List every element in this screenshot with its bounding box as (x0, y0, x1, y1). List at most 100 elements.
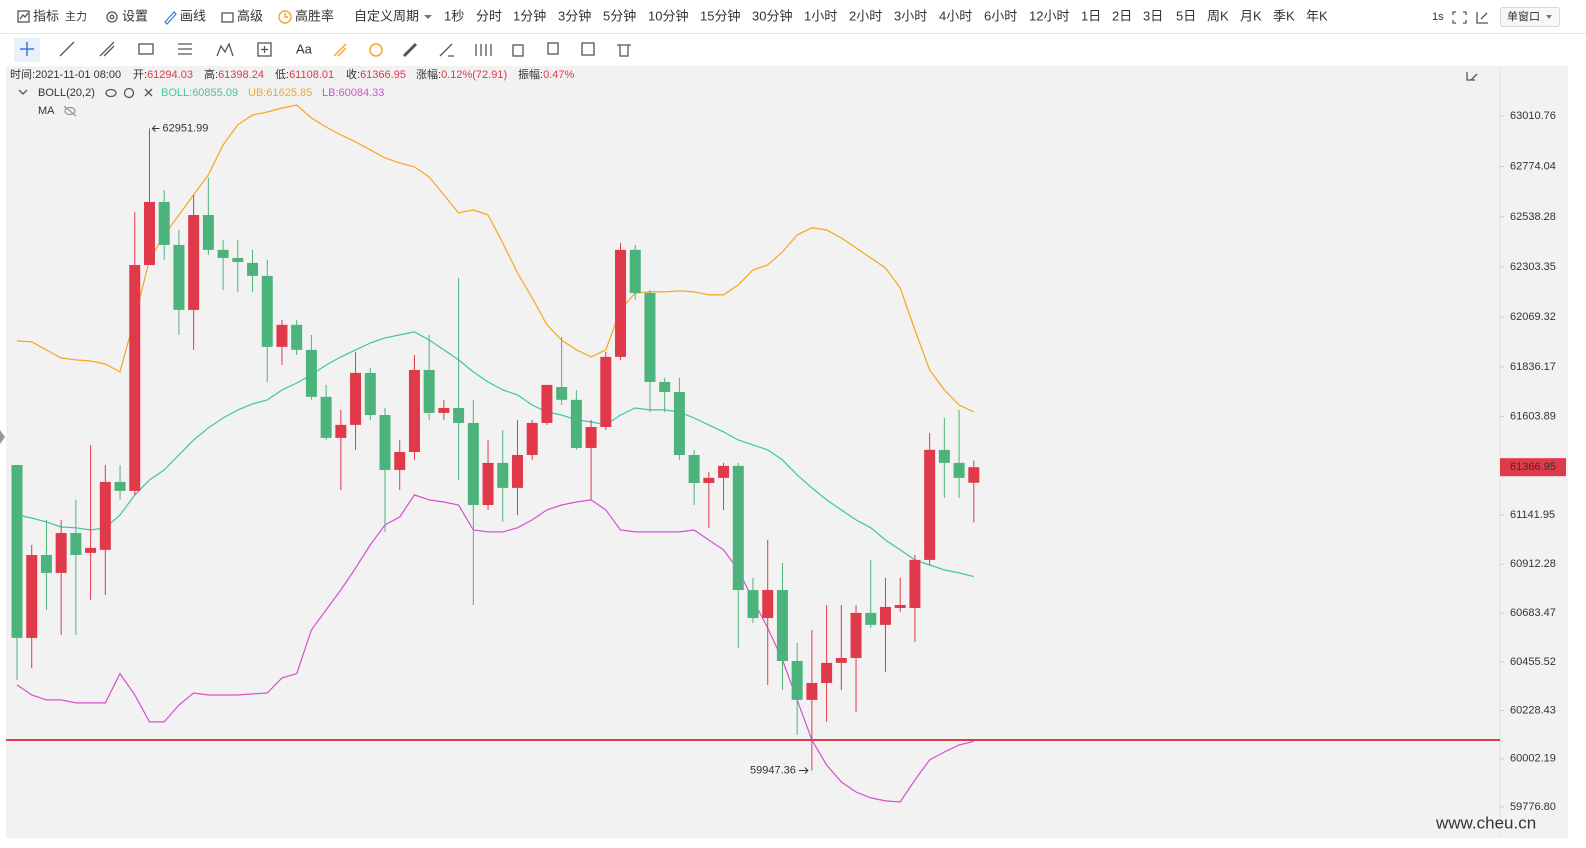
draw-button[interactable]: 画线 (180, 8, 206, 23)
period-button[interactable]: 4小时 (939, 8, 972, 23)
max-label: 62951.99 (162, 122, 208, 134)
candle-body (188, 215, 200, 310)
lock-tool[interactable] (369, 43, 383, 57)
ruler-tool[interactable] (402, 42, 418, 58)
rect-tool[interactable] (138, 43, 154, 55)
magnet-tool[interactable] (333, 43, 347, 57)
candle-body (865, 612, 877, 625)
legend-name: UB: (248, 87, 266, 99)
refresh-button[interactable]: 1s (1432, 11, 1444, 23)
period-button[interactable]: 1日 (1081, 8, 1101, 23)
line-tool[interactable] (59, 41, 75, 57)
candle-body (968, 467, 980, 483)
min-label: 59947.36 (750, 764, 796, 776)
candle-body (350, 372, 362, 425)
close-icon[interactable] (144, 88, 153, 97)
parallel-tool[interactable] (99, 41, 115, 57)
edit-tool[interactable] (581, 42, 595, 56)
winrate-icon[interactable] (278, 10, 292, 24)
indicator-icon[interactable] (17, 10, 30, 23)
popout-icon[interactable] (1476, 12, 1488, 24)
candle-body (732, 465, 744, 591)
delete-tool[interactable] (617, 44, 631, 57)
side-handle[interactable] (0, 430, 5, 444)
candle-body (953, 462, 965, 478)
copy-tool[interactable] (547, 42, 559, 55)
period-button[interactable]: 15分钟 (700, 8, 740, 23)
gear-icon[interactable] (123, 87, 135, 99)
advanced-button[interactable]: 高级 (237, 8, 263, 23)
wave-tool[interactable] (216, 42, 234, 57)
candle-body (467, 422, 479, 505)
candle-body (585, 426, 597, 448)
period-button[interactable]: 10分钟 (648, 8, 688, 23)
period-button[interactable]: 3日 (1143, 8, 1163, 23)
info-value: 0.47% (543, 69, 574, 81)
candle-body (747, 590, 759, 619)
indicator-button[interactable]: 指标 (33, 8, 59, 23)
candle-body (26, 554, 38, 638)
settings-button[interactable]: 设置 (122, 8, 148, 23)
period-button[interactable]: 1秒 (444, 8, 464, 23)
period-button[interactable]: 季K (1273, 8, 1295, 23)
info-value: 0.12%(72.91) (441, 69, 507, 81)
main-tag[interactable]: 主力 (65, 10, 87, 23)
info-value: 61294.03 (147, 69, 193, 81)
info-item: 时间:2021-11-01 08:00 (10, 68, 121, 81)
candle-body (143, 201, 155, 266)
min-arrow (798, 767, 809, 774)
period-button[interactable]: 30分钟 (752, 8, 792, 23)
period-button[interactable]: 5分钟 (603, 8, 636, 23)
candle-body (70, 532, 82, 555)
window-dropdown-arrow (1546, 15, 1552, 19)
pen-tool[interactable] (439, 43, 454, 57)
settings-icon[interactable] (106, 11, 118, 23)
lock2-tool[interactable] (512, 44, 524, 57)
period-button[interactable]: 月K (1240, 8, 1262, 23)
period-button[interactable]: 6小时 (984, 8, 1017, 23)
custom-period-button[interactable]: 自定义周期 (354, 8, 419, 23)
hidden-eye-icon[interactable] (64, 106, 76, 116)
legend-value: 60855.09 (192, 87, 238, 99)
period-button[interactable]: 3分钟 (558, 8, 591, 23)
fullscreen-icon[interactable] (1452, 11, 1467, 24)
y-tick-label: 60683.47 (1510, 607, 1556, 619)
period-button[interactable]: 分时 (476, 8, 502, 23)
period-button[interactable]: 12小时 (1029, 8, 1069, 23)
dropdown-arrow[interactable] (424, 15, 432, 19)
y-tick-label: 60455.52 (1510, 656, 1556, 668)
period-button[interactable]: 5日 (1176, 8, 1196, 23)
candle-body (408, 369, 420, 452)
measure-tool[interactable] (257, 42, 272, 57)
draw-icon[interactable] (164, 11, 177, 25)
chart-expand-icon[interactable] (1466, 72, 1478, 81)
collapse-icon[interactable] (18, 89, 28, 95)
fib-tool[interactable] (178, 43, 192, 55)
y-tick-label: 62774.04 (1510, 160, 1556, 172)
period-button[interactable]: 1分钟 (513, 8, 546, 23)
winrate-button[interactable]: 高胜率 (295, 8, 334, 23)
period-button[interactable]: 1小时 (804, 8, 837, 23)
window-button[interactable] (1500, 7, 1560, 27)
candle-body (835, 657, 847, 663)
period-button[interactable]: 2小时 (849, 8, 882, 23)
candle-body (129, 265, 141, 491)
text-tool[interactable]: Aa (296, 41, 313, 56)
advanced-icon[interactable] (221, 12, 234, 23)
window-label[interactable]: 单窗口 (1507, 9, 1540, 23)
candle-body (497, 462, 509, 488)
info-label: 涨幅: (416, 68, 441, 81)
period-button[interactable]: 2日 (1112, 8, 1132, 23)
candle-body (364, 372, 376, 416)
candle-tool[interactable] (475, 44, 492, 56)
ma-label[interactable]: MA (38, 105, 55, 117)
period-button[interactable]: 3小时 (894, 8, 927, 23)
toolbar-icons (17, 7, 1560, 27)
candle-body (394, 451, 406, 470)
indicator-name[interactable]: BOLL(20,2) (38, 87, 95, 99)
max-arrow (151, 125, 160, 132)
period-button[interactable]: 周K (1207, 8, 1229, 23)
period-button[interactable]: 年K (1306, 8, 1328, 23)
eye-icon[interactable] (105, 88, 117, 98)
chart-area (6, 66, 1568, 838)
